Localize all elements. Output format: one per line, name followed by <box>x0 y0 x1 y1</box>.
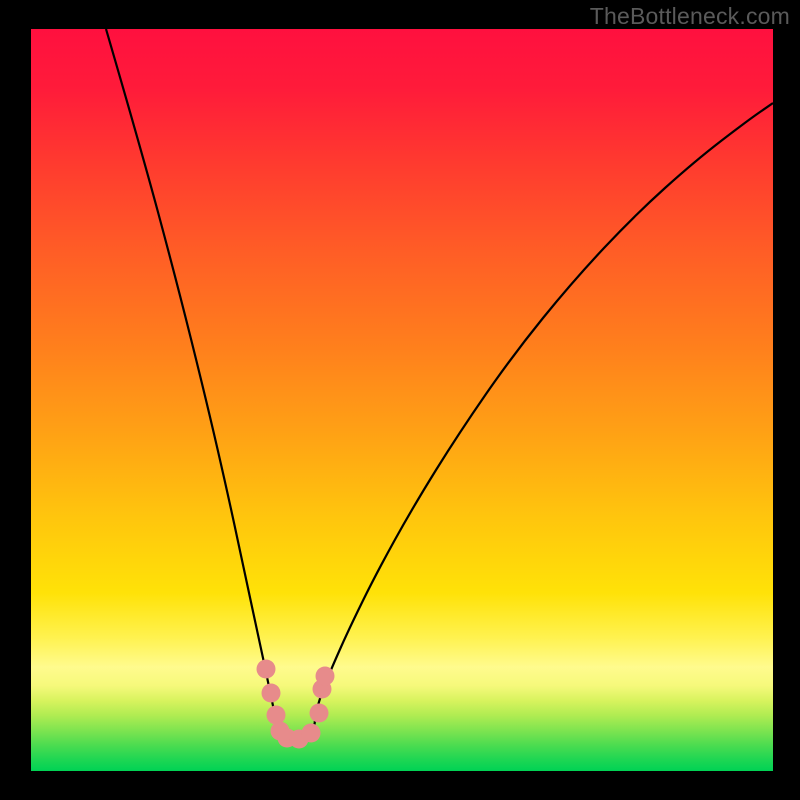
data-marker <box>310 704 329 723</box>
watermark-text: TheBottleneck.com <box>590 3 790 30</box>
data-marker <box>316 667 335 686</box>
chart-frame: TheBottleneck.com <box>0 0 800 800</box>
curve-left-branch <box>106 29 276 719</box>
data-marker <box>267 706 286 725</box>
curve-right-branch <box>315 103 773 719</box>
data-marker <box>262 684 281 703</box>
curve-layer <box>31 29 773 771</box>
data-marker <box>257 660 276 679</box>
data-marker <box>302 724 321 743</box>
